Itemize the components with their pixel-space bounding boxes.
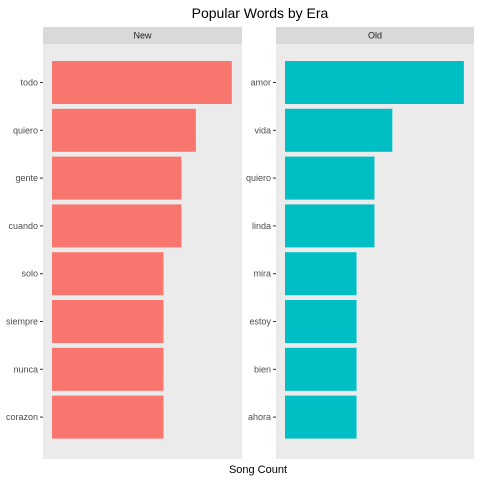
bar-old-mira [285, 252, 357, 296]
bar-old-amor [285, 61, 464, 104]
facet-strip [276, 27, 474, 44]
bar-new-nunca [52, 347, 164, 391]
bar-new-solo [52, 252, 164, 296]
bar-old-ahora [285, 395, 357, 439]
bar-old-linda [285, 204, 375, 248]
y-tick-label-mira: mira [254, 269, 272, 279]
bar-new-corazon [52, 395, 164, 439]
facet-strip-label: Old [368, 31, 382, 41]
y-tick-label-bien: bien [254, 364, 271, 374]
y-tick-label-estoy: estoy [249, 317, 271, 327]
y-tick-label-ahora: ahora [248, 412, 271, 422]
y-tick-label-corazon: corazon [6, 412, 38, 422]
y-tick-label-cuando: cuando [8, 221, 38, 231]
panel-old: Old amor vida quiero linda mira estoy bien ahora [246, 27, 474, 459]
facet-strip [43, 27, 242, 44]
y-tick-label-quiero: quiero [246, 173, 271, 183]
bar-new-cuando [52, 204, 182, 248]
y-tick-label-gente: gente [15, 173, 38, 183]
y-tick-label-amor: amor [250, 78, 271, 88]
bar-new-todo [52, 61, 232, 104]
y-tick-label-todo: todo [20, 78, 38, 88]
bar-old-estoy [285, 300, 357, 343]
x-axis-title: Song Count [229, 464, 287, 476]
y-tick-label-nunca: nunca [13, 364, 38, 374]
facet-strip-label: New [133, 31, 152, 41]
panels-layer: New todo quiero gente cuando solo siempre nunca… [6, 27, 474, 459]
y-tick-label-vida: vida [254, 125, 271, 135]
panel-new: New todo quiero gente cuando solo siempre nunca… [6, 27, 242, 459]
y-tick-label-siempre: siempre [6, 317, 38, 327]
bar-old-vida [285, 108, 393, 152]
chart-title: Popular Words by Era [192, 5, 329, 21]
bar-new-gente [52, 156, 182, 200]
bar-new-siempre [52, 300, 164, 343]
y-tick-label-solo: solo [21, 269, 38, 279]
y-tick-label-quiero: quiero [13, 125, 38, 135]
bar-old-bien [285, 347, 357, 391]
bar-new-quiero [52, 108, 196, 152]
bar-old-quiero [285, 156, 375, 200]
y-tick-label-linda: linda [252, 221, 271, 231]
